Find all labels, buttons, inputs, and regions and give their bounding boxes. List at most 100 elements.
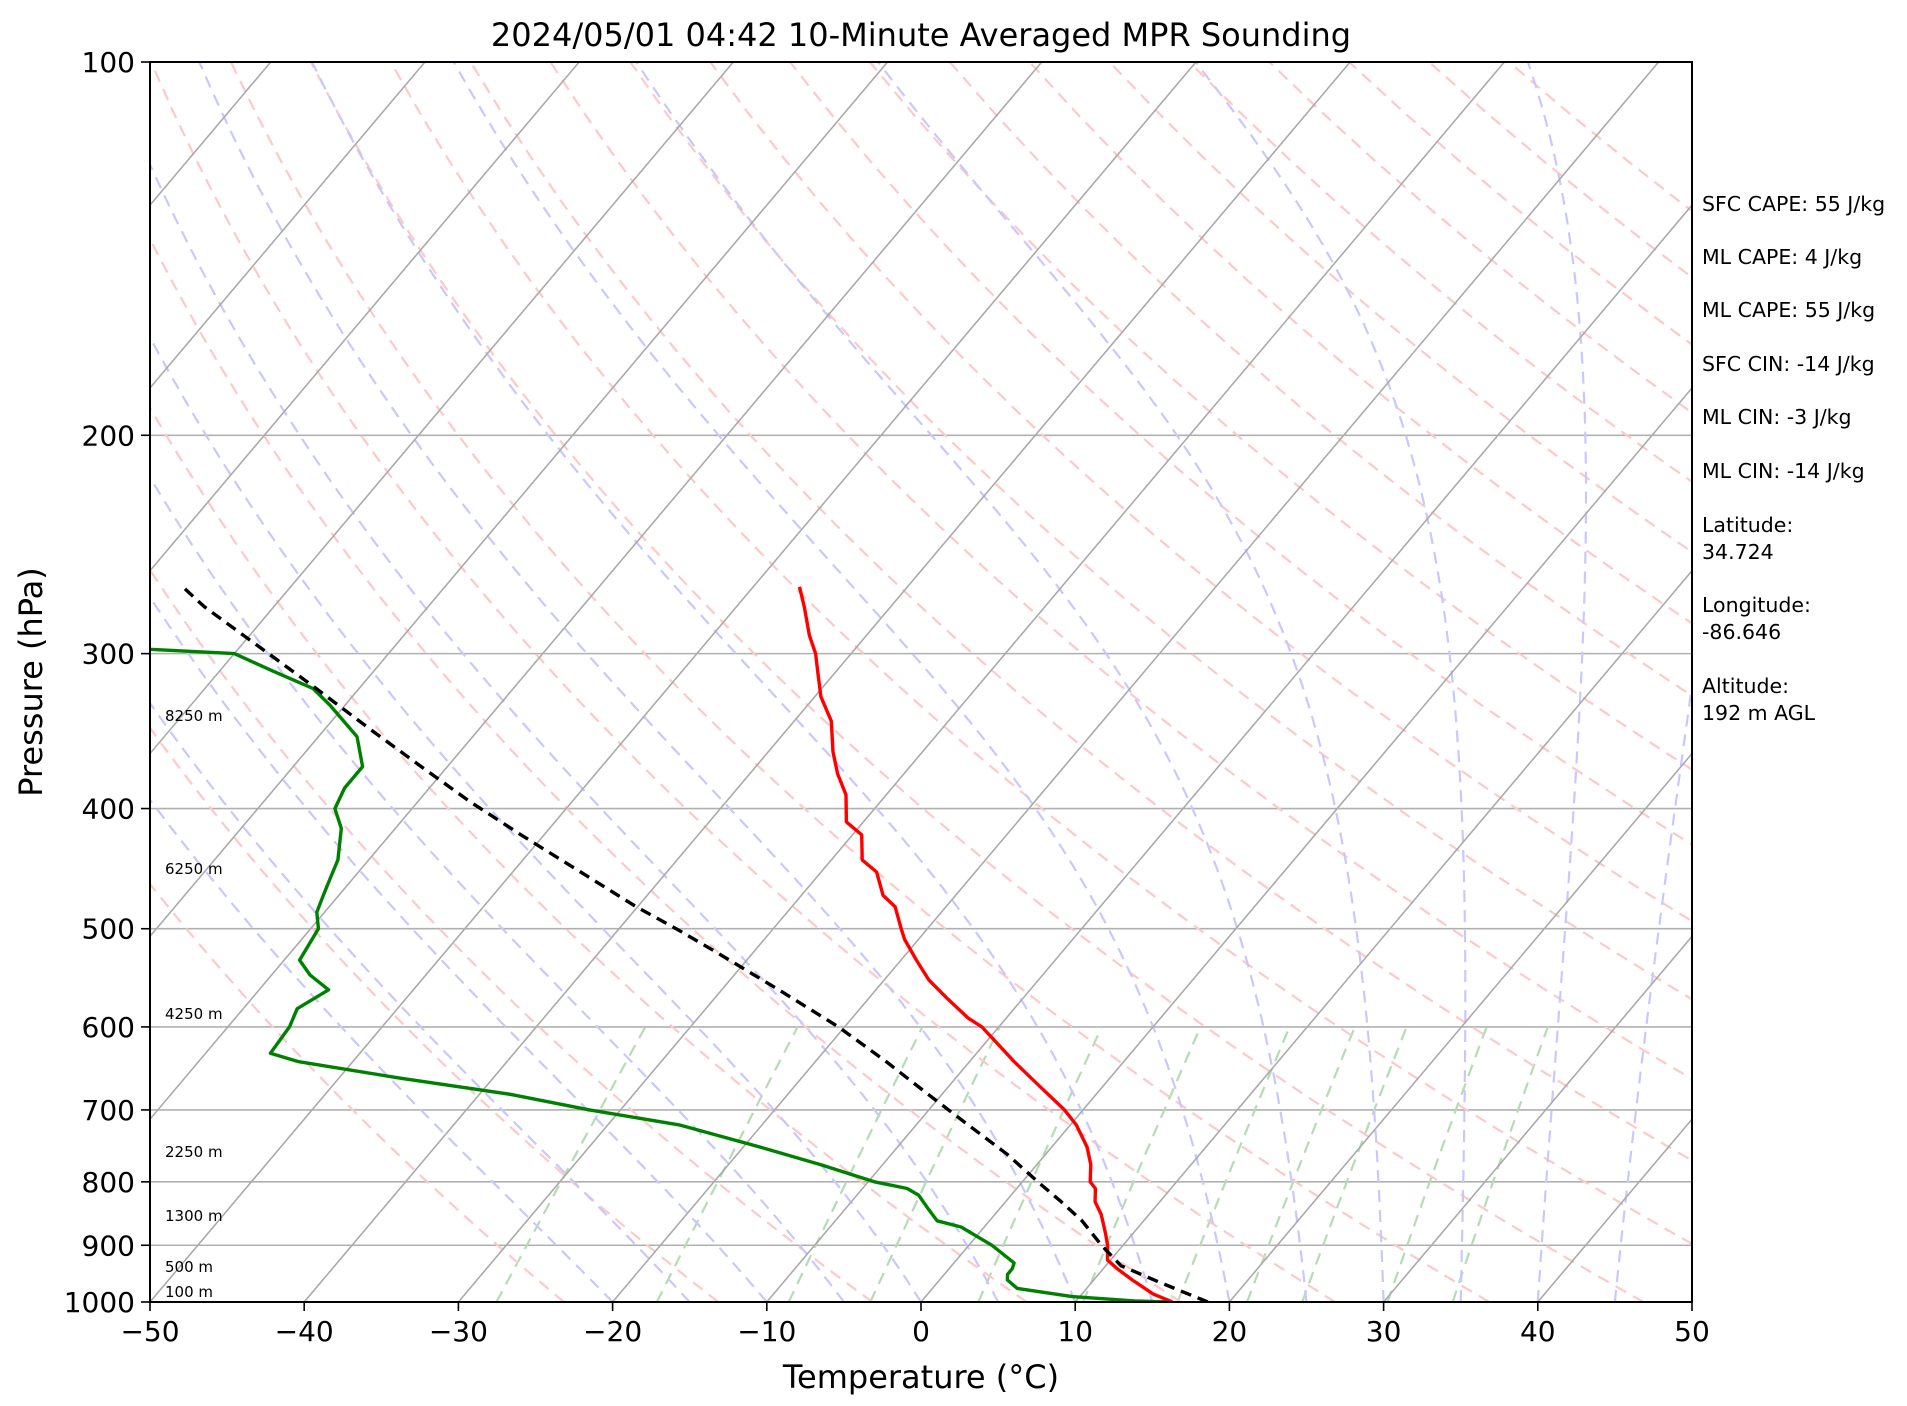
mixing-ratio-3 — [869, 1026, 1001, 1302]
dry-adiabat-270 — [150, 567, 874, 1302]
dry-adiabat-380 — [789, 62, 1692, 846]
moist-adiabat-40 — [1526, 62, 1588, 1302]
altitude-label-8250: 8250 m — [165, 707, 223, 725]
isotherm--30 — [457, 62, 1505, 1302]
info-ml-cin: ML CIN: -3 J/kg — [1702, 405, 1852, 429]
altitude-label-4250: 4250 m — [165, 1005, 223, 1023]
info-latitude-label: Latitude: — [1702, 513, 1793, 537]
info-ml-cape: ML CAPE: 4 J/kg — [1702, 245, 1862, 269]
info-sfc-cape: SFC CAPE: 55 J/kg — [1702, 192, 1885, 216]
mixing-ratio-12 — [1176, 1026, 1291, 1302]
info-panel: SFC CAPE: 55 J/kg ML CAPE: 4 J/kg ML CAP… — [1702, 192, 1885, 725]
y-tick-label: 900 — [82, 1229, 135, 1262]
y-tick-label: 600 — [82, 1011, 135, 1044]
dry-adiabat-340 — [469, 62, 1692, 1162]
info-sfc-cin: SFC CIN: -14 J/kg — [1702, 352, 1875, 376]
mixing-ratio-2 — [787, 1026, 924, 1302]
x-tick-label: −20 — [583, 1315, 642, 1348]
moist-adiabat-35 — [1194, 62, 1467, 1302]
isotherm--90 — [150, 62, 580, 573]
isotherm-10 — [1074, 569, 1692, 1302]
temperature-line — [797, 586, 1173, 1302]
x-tick-label: 40 — [1520, 1315, 1556, 1348]
mixing-ratio-1 — [655, 1026, 799, 1302]
mixing-ratio-8 — [1082, 1026, 1202, 1302]
y-axis-label: Pressure (hPa) — [12, 567, 50, 797]
y-tick-label: 1000 — [64, 1286, 135, 1319]
isotherm--50 — [150, 62, 1197, 1302]
dry-adiabat-260 — [150, 726, 719, 1302]
x-axis-ticks: −50 −40 −30 −20 −10 0 10 20 30 40 50 — [120, 1302, 1710, 1348]
moist-adiabat--15 — [150, 701, 691, 1302]
plot-area — [150, 62, 1692, 1302]
dry-adiabat-370 — [709, 62, 1692, 923]
x-tick-label: 30 — [1366, 1315, 1402, 1348]
isotherm--100 — [150, 62, 426, 390]
dry-adiabat-280 — [150, 405, 1028, 1302]
moist-adiabat-0 — [150, 334, 922, 1302]
y-tick-label: 200 — [82, 419, 135, 452]
dry-adiabat-410 — [1028, 62, 1692, 625]
altitude-label-6250: 6250 m — [165, 860, 223, 878]
isotherm--60 — [150, 62, 1043, 1121]
moist-adiabat-20 — [452, 62, 1231, 1302]
dry-adiabat-330 — [389, 62, 1692, 1246]
altitude-labels: 100 m 500 m 1300 m 2250 m 4250 m 6250 m … — [165, 707, 223, 1301]
moist-adiabat-25 — [635, 62, 1308, 1302]
isotherm--20 — [611, 62, 1660, 1302]
mixing-ratio-20 — [1301, 1026, 1408, 1302]
mixing-ratio-16 — [1245, 1026, 1356, 1302]
dry-adiabat-lines — [150, 62, 1692, 1302]
isotherm--10 — [766, 203, 1692, 1302]
altitude-label-1300: 1300 m — [165, 1207, 223, 1225]
info-altitude-value: 192 m AGL — [1702, 701, 1816, 725]
y-tick-label: 800 — [82, 1166, 135, 1199]
info-latitude-value: 34.724 — [1702, 540, 1774, 564]
altitude-label-100: 100 m — [165, 1283, 213, 1301]
y-tick-label: 400 — [82, 793, 135, 826]
info-mu-cape: ML CAPE: 55 J/kg — [1702, 298, 1875, 322]
info-altitude-label: Altitude: — [1702, 674, 1789, 698]
y-tick-label: 500 — [82, 913, 135, 946]
isotherm--70 — [150, 62, 889, 938]
x-tick-label: 10 — [1057, 1315, 1093, 1348]
dewpoint-line — [150, 647, 1168, 1302]
mixing-ratio-28 — [1386, 1026, 1488, 1302]
info-longitude-value: -86.646 — [1702, 620, 1781, 644]
x-tick-label: −40 — [275, 1315, 334, 1348]
isotherm-0 — [920, 386, 1692, 1302]
y-tick-label: 300 — [82, 638, 135, 671]
isotherm-20 — [1228, 752, 1692, 1302]
moist-adiabat--20 — [150, 797, 614, 1302]
dry-adiabat-290 — [150, 236, 1182, 1302]
y-tick-label: 700 — [82, 1094, 135, 1127]
altitude-label-500: 500 m — [165, 1258, 213, 1276]
moist-adiabat--5 — [150, 475, 845, 1302]
altitude-label-2250: 2250 m — [165, 1143, 223, 1161]
x-tick-label: −10 — [737, 1315, 796, 1348]
dry-adiabat-310 — [229, 62, 1490, 1302]
isotherm-lines — [150, 62, 1692, 1302]
y-axis-ticks: 1000 900 800 700 600 500 400 300 200 100 — [64, 46, 150, 1319]
x-tick-label: −50 — [120, 1315, 179, 1348]
info-longitude-label: Longitude: — [1702, 593, 1811, 617]
info-mu-cin: ML CIN: -14 J/kg — [1702, 459, 1865, 483]
isotherm-30 — [1382, 935, 1692, 1302]
moist-adiabat--10 — [150, 595, 768, 1302]
dry-adiabat-360 — [629, 62, 1692, 1001]
moist-adiabat-10 — [198, 62, 1077, 1302]
x-tick-label: −30 — [429, 1315, 488, 1348]
sounding-series — [150, 585, 1209, 1302]
mixing-ratio-36 — [1451, 1026, 1549, 1302]
dry-adiabat-250 — [150, 882, 565, 1302]
y-tick-label: 100 — [82, 46, 135, 79]
x-tick-label: 20 — [1212, 1315, 1248, 1348]
moist-adiabat-lines — [150, 62, 1692, 1302]
moist-adiabat-5 — [150, 161, 1000, 1302]
dry-adiabat-320 — [309, 62, 1644, 1302]
isotherm--80 — [150, 62, 734, 755]
moist-adiabat-30 — [877, 62, 1385, 1302]
pressure-gridlines — [150, 434, 1692, 1247]
mixing-ratio-lines — [495, 1026, 1549, 1302]
x-tick-label: 0 — [912, 1315, 930, 1348]
